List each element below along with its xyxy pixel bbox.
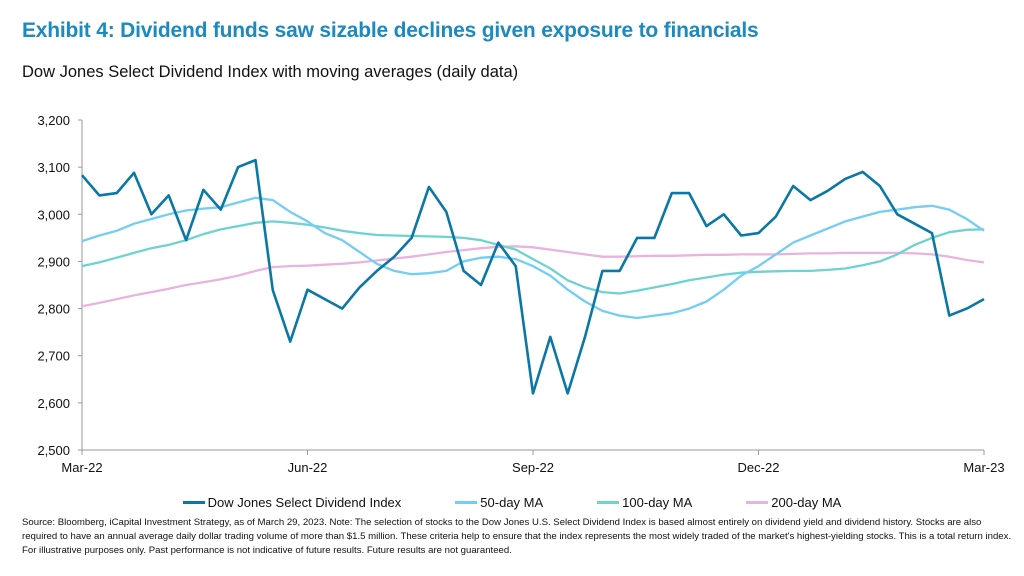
y-tick-label: 2,900 <box>37 254 70 269</box>
y-tick-label: 2,600 <box>37 396 70 411</box>
line-chart: 2,500 2,600 2,700 2,800 2,900 3,000 3,100 3,200… <box>37 113 1004 475</box>
x-tick-label: Jun-22 <box>288 460 328 475</box>
y-tick-label: 3,200 <box>37 113 70 128</box>
legend-swatch <box>746 501 769 504</box>
legend: Dow Jones Select Dividend Index 50-day M… <box>0 495 1024 510</box>
chart-title: Exhibit 4: Dividend funds saw sizable de… <box>22 19 759 42</box>
series-line-100-day-ma <box>81 220 985 295</box>
legend-swatch <box>182 501 205 504</box>
legend-label: 100-day MA <box>622 495 693 510</box>
y-tick-label: 3,100 <box>37 160 70 175</box>
legend-item-50-day: 50-day MA <box>455 495 543 510</box>
legend-item-index: Dow Jones Select Dividend Index <box>182 495 402 510</box>
series-line-dow-jones-select-dividend-index <box>81 158 985 395</box>
x-tick-label: Sep-22 <box>512 460 554 475</box>
x-tick-label: Mar-22 <box>61 460 102 475</box>
x-tick-label: Mar-23 <box>963 460 1004 475</box>
legend-label: 200-day MA <box>771 495 842 510</box>
series-line-50-day-ma <box>81 196 985 320</box>
x-tick-label: Dec-22 <box>738 460 780 475</box>
legend-swatch <box>455 501 478 504</box>
legend-label: Dow Jones Select Dividend Index <box>207 495 402 510</box>
y-tick-label: 2,800 <box>37 302 70 317</box>
series-line-200-day-ma <box>81 245 985 308</box>
legend-item-100-day: 100-day MA <box>597 495 692 510</box>
chart-subtitle: Dow Jones Select Dividend Index with mov… <box>22 63 519 81</box>
legend-item-200-day: 200-day MA <box>746 495 841 510</box>
y-tick-label: 3,000 <box>37 207 70 222</box>
legend-label: 50-day MA <box>480 495 544 510</box>
y-tick-label: 2,500 <box>37 443 70 458</box>
source-footnote: Source: Bloomberg, iCapital Investment S… <box>22 517 1012 556</box>
legend-swatch <box>597 501 620 504</box>
y-tick-label: 2,700 <box>37 349 70 364</box>
